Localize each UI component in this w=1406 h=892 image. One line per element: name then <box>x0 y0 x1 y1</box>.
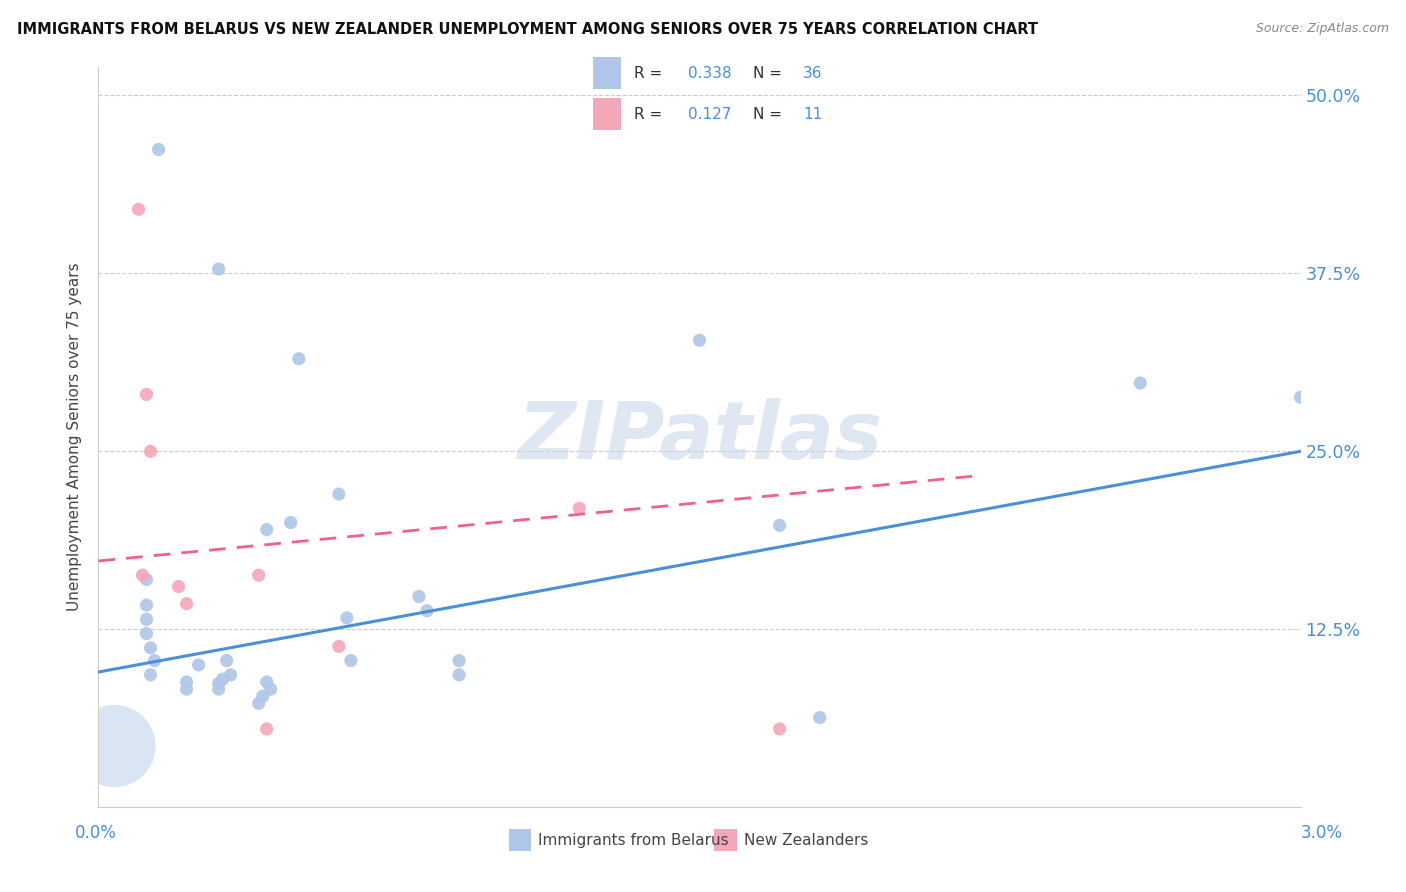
Y-axis label: Unemployment Among Seniors over 75 years: Unemployment Among Seniors over 75 years <box>67 263 83 611</box>
Text: 0.0%: 0.0% <box>75 824 117 842</box>
Text: N =: N = <box>754 107 787 121</box>
Point <box>135 598 157 612</box>
Text: 0.127: 0.127 <box>688 107 731 121</box>
Point <box>416 604 439 618</box>
Point <box>256 523 278 537</box>
Point <box>256 722 278 736</box>
Point <box>139 668 162 682</box>
Point <box>768 722 790 736</box>
Point <box>808 710 831 724</box>
Point <box>135 573 157 587</box>
Point <box>176 675 198 690</box>
Point <box>280 516 302 530</box>
FancyBboxPatch shape <box>593 98 620 130</box>
Text: 3.0%: 3.0% <box>1301 824 1343 842</box>
Point <box>408 590 430 604</box>
Point <box>447 654 470 668</box>
Text: IMMIGRANTS FROM BELARUS VS NEW ZEALANDER UNEMPLOYMENT AMONG SENIORS OVER 75 YEAR: IMMIGRANTS FROM BELARUS VS NEW ZEALANDER… <box>17 22 1038 37</box>
Text: R =: R = <box>634 107 668 121</box>
Text: Source: ZipAtlas.com: Source: ZipAtlas.com <box>1256 22 1389 36</box>
Text: 36: 36 <box>803 66 823 80</box>
FancyBboxPatch shape <box>593 57 620 89</box>
Point <box>215 654 238 668</box>
Point <box>247 696 270 710</box>
Point <box>256 675 278 690</box>
Point <box>260 682 283 697</box>
Point <box>128 202 150 217</box>
Point <box>135 612 157 626</box>
Point <box>328 640 350 654</box>
Point <box>208 676 231 690</box>
Point <box>252 689 274 703</box>
Point <box>336 611 359 625</box>
Text: 0.338: 0.338 <box>688 66 731 80</box>
Text: N =: N = <box>754 66 787 80</box>
Point <box>135 626 157 640</box>
Text: R =: R = <box>634 66 668 80</box>
Point <box>208 682 231 697</box>
Text: New Zealanders: New Zealanders <box>744 833 868 847</box>
Point <box>139 640 162 655</box>
Text: 11: 11 <box>803 107 823 121</box>
Text: ZIPatlas: ZIPatlas <box>517 398 882 476</box>
Point <box>447 668 470 682</box>
Point <box>211 672 233 686</box>
Point <box>288 351 311 366</box>
Point <box>340 654 363 668</box>
Point <box>187 657 209 672</box>
Point <box>1289 390 1312 404</box>
Point <box>167 580 190 594</box>
Point <box>139 444 162 458</box>
Point <box>568 501 591 516</box>
Point <box>103 739 125 753</box>
Point <box>219 668 242 682</box>
Point <box>143 654 166 668</box>
Point <box>328 487 350 501</box>
Point <box>176 597 198 611</box>
Point <box>247 568 270 582</box>
Point <box>176 682 198 697</box>
Point <box>768 518 790 533</box>
Text: Immigrants from Belarus: Immigrants from Belarus <box>538 833 730 847</box>
Point <box>1129 376 1152 390</box>
Point <box>688 333 710 347</box>
Point <box>148 143 170 157</box>
Point <box>131 568 153 582</box>
Point <box>208 262 231 277</box>
Point <box>135 387 157 401</box>
